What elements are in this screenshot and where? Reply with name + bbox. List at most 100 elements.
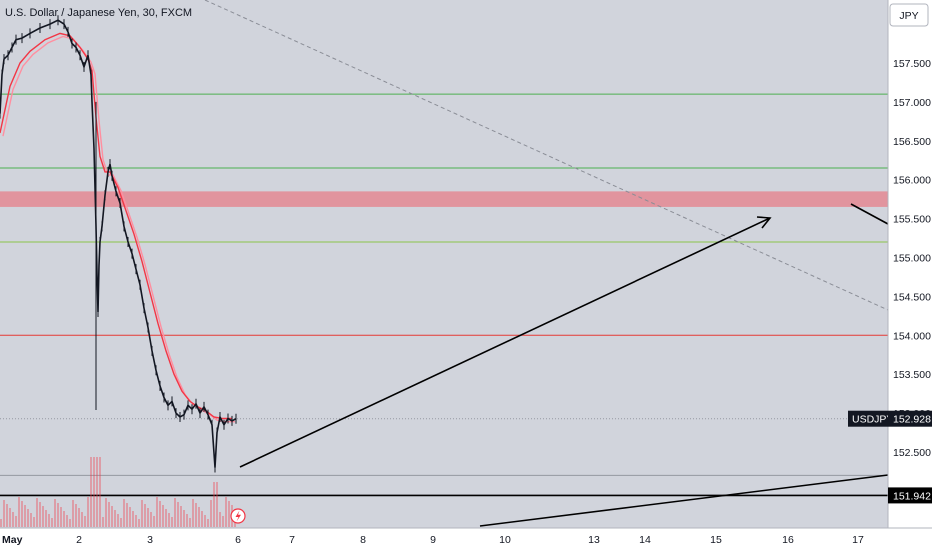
volume-bar [159,501,161,527]
y-tick-label: 154.000 [893,330,931,342]
volume-bar [51,518,53,527]
volume-bar [81,512,83,527]
volume-bar [42,506,44,527]
volume-bar [6,504,8,527]
volume-bar [207,519,209,527]
volume-bar [96,457,98,527]
volume-bar [183,510,185,527]
volume-bar [132,511,134,527]
currency-button-label[interactable]: JPY [899,10,918,22]
projection-arrow-head [756,216,772,229]
volume-bar [186,514,188,527]
volume-bar [12,512,14,527]
y-tick-label: 152.500 [893,447,931,459]
volume-bar [153,516,155,527]
volume-bar [141,500,143,527]
volume-bar [105,498,107,527]
rising-trend-line [479,474,889,527]
volume-bar [24,505,26,527]
volume-bar [9,508,11,527]
y-tick-label: 154.500 [893,291,931,303]
plot-area[interactable] [0,0,888,528]
last-price-badge [888,410,932,427]
trend-lines-layer [204,0,889,527]
horizontal-levels-layer [0,93,888,497]
volume-bar [0,519,2,527]
y-tick-label: 155.500 [893,214,931,226]
volume-bar [162,505,164,527]
volume-bar [117,514,119,527]
price-badges: USDJPY 152.928 151.942 [848,410,932,504]
volume-bar [129,507,131,527]
last-price-badge-value: 152.928 [893,414,931,426]
volume-bar [126,503,128,527]
volume-bar [120,518,122,527]
currency-button-frame[interactable] [889,3,929,27]
volume-bar [165,509,167,527]
volume-bar [210,500,212,527]
volume-bar [54,499,56,527]
volume-bar [135,515,137,527]
x-tick-label: 14 [639,534,651,546]
volume-bar [45,510,47,527]
symbol-badge [848,410,888,427]
dashed-trend-line [204,0,889,311]
projection-arrow-line [239,217,771,468]
volume-bar [225,497,227,527]
volume-bar [204,515,206,527]
volume-bar [90,457,92,527]
volume-bar [114,510,116,527]
volume-bar [180,506,182,527]
ema-fast-line [0,32,232,420]
volume-bar [78,508,80,527]
volume-bar [156,497,158,527]
volume-bar [27,509,29,527]
y-tick-label: 153.500 [893,369,931,381]
volume-bar [168,513,170,527]
short-trend-line [850,203,889,225]
volume-bar [18,497,20,527]
volume-bar [171,517,173,527]
volume-bar [39,502,41,527]
lightning-icon-glyph [235,510,241,522]
volume-bar [84,516,86,527]
volume-bar [213,482,215,527]
x-tick-label: 6 [235,534,241,546]
x-tick-label: 8 [360,534,366,546]
resistance-zone-layer [0,191,888,207]
volume-bar [108,502,110,527]
volume-bar [72,500,74,527]
level-price-badge [888,487,932,504]
volume-bar [66,515,68,527]
x-tick-label: 15 [710,534,722,546]
volume-bar [15,516,17,527]
volume-bar [3,500,5,527]
volume-bar [177,502,179,527]
price-layer [0,15,237,473]
price-axis[interactable] [888,0,932,550]
volume-bar [21,501,23,527]
x-tick-label: 16 [782,534,794,546]
volume-bar [198,507,200,527]
volume-bar [33,517,35,527]
y-tick-label: 156.500 [893,136,931,148]
volume-bar [138,519,140,527]
y-tick-label: 155.000 [893,253,931,265]
volume-bar [57,503,59,527]
volume-bar [144,504,146,527]
time-axis[interactable] [0,528,932,550]
currency-button[interactable]: JPY [889,3,929,27]
x-tick-label: 10 [499,534,511,546]
volume-bar [36,498,38,527]
volume-bar [102,517,104,527]
volume-bar [189,518,191,527]
x-tick-label: 9 [430,534,436,546]
y-tick-label: 156.000 [893,175,931,187]
volume-layer [0,457,236,527]
lightning-icon[interactable] [230,508,246,524]
volume-bar [150,512,152,527]
x-tick-label: 3 [147,534,153,546]
volume-bar [192,499,194,527]
